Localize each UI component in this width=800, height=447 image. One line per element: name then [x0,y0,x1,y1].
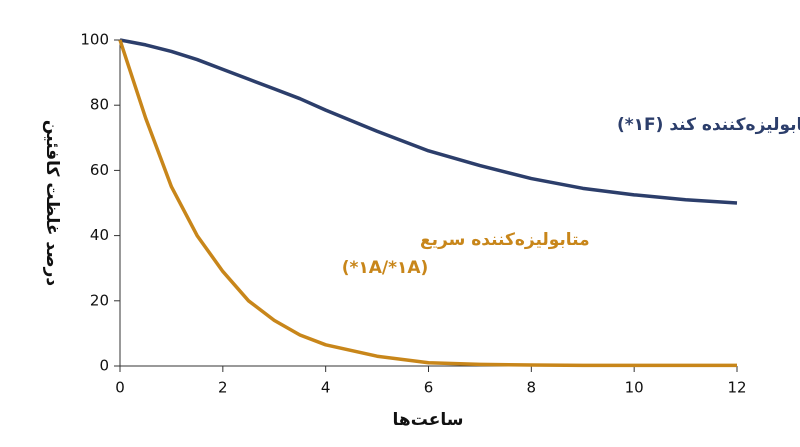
y-tick-label: 0 [99,357,109,375]
y-tick-label: 100 [80,31,109,49]
x-tick-label: 12 [727,379,746,397]
x-tick-label: 8 [527,379,537,397]
series-label: متابولیزه‌کننده سریع [420,230,590,250]
x-tick-label: 6 [424,379,434,397]
series-label: متابولیزه‌کننده کند (۱F*) [617,115,800,135]
data-line [119,38,738,205]
x-tick-label: 2 [218,379,228,397]
y-tick-label: 80 [90,96,109,114]
y-axis-label: درصد غلظت کافئین [42,120,62,287]
x-axis-label: ساعت‌ها [393,410,464,430]
x-tick-label: 4 [321,379,331,397]
y-tick-label: 60 [90,161,109,179]
series-genotype: (*۱A/*۱A) [342,258,429,278]
x-tick-label: 0 [115,379,125,397]
x-tick-label: 10 [625,379,644,397]
y-tick-label: 40 [90,226,109,244]
data-line [118,39,737,368]
y-tick-label: 20 [90,291,109,309]
